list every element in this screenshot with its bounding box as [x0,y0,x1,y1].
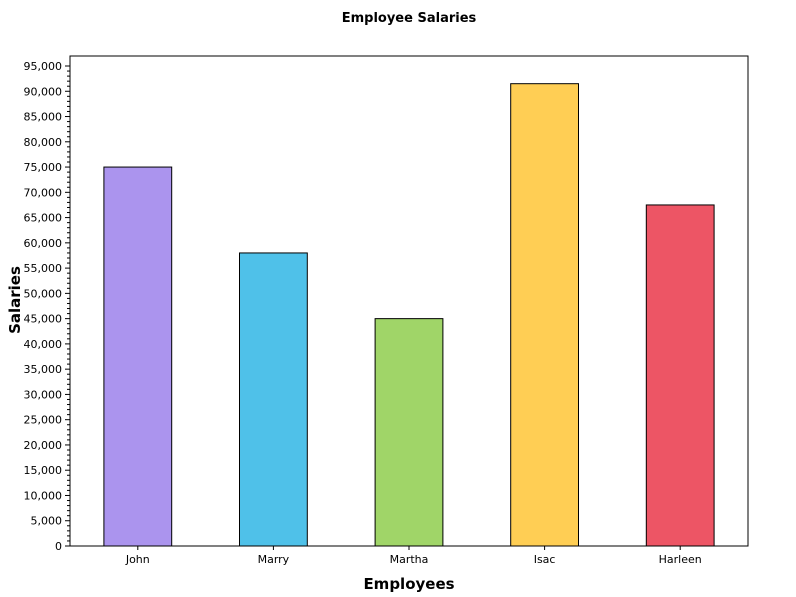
bar-series [103,83,715,547]
y-tick-label: 55,000 [24,262,63,275]
y-tick-label: 35,000 [24,363,63,376]
x-tick-label: Harleen [659,553,702,566]
x-tick-label: Martha [390,553,429,566]
y-tick-label: 40,000 [24,338,63,351]
y-tick-label: 15,000 [24,464,63,477]
y-tick-label: 20,000 [24,439,63,452]
y-axis: 0 5,000 10,000 15,000 20,000 25,000 30,000 35,0… [24,60,70,553]
x-axis-title: Employees [363,575,454,593]
y-tick-label: 65,000 [24,212,63,225]
x-tick-label: John [125,553,150,566]
x-tick-label: Marry [258,553,290,566]
bar-isac [510,83,580,547]
bar-martha [374,318,444,547]
y-tick-label: 90,000 [24,85,63,98]
y-tick-label: 60,000 [24,237,63,250]
x-axis: John Marry Martha Isac Harleen [125,546,702,566]
y-tick-label: 75,000 [24,161,63,174]
y-axis-title: Salaries [6,266,24,334]
y-tick-label: 0 [55,540,62,553]
y-tick-label: 50,000 [24,287,63,300]
bar-john [103,166,173,547]
y-tick-label: 70,000 [24,186,63,199]
bar-harleen [645,204,715,547]
y-tick-label: 85,000 [24,111,63,124]
y-tick-label: 5,000 [31,515,63,528]
y-tick-label: 10,000 [24,489,63,502]
y-tick-label: 30,000 [24,388,63,401]
y-tick-label: 25,000 [24,414,63,427]
x-tick-label: Isac [534,553,556,566]
chart-title: Employee Salaries [342,11,477,26]
bar-marry [239,252,308,547]
y-tick-label: 80,000 [24,136,63,149]
y-tick-label: 45,000 [24,313,63,326]
y-tick-label: 95,000 [24,60,63,73]
